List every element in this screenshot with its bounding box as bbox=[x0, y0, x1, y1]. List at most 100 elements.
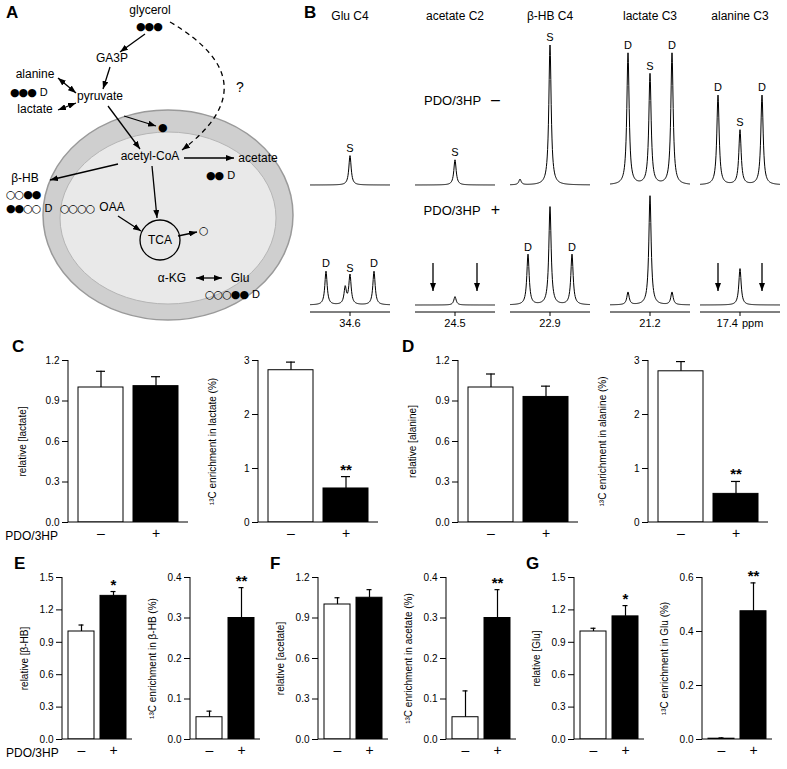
svg-text:relative [acetate]: relative [acetate] bbox=[275, 622, 286, 696]
svg-text:+: + bbox=[621, 742, 629, 758]
svg-text:0.9: 0.9 bbox=[552, 637, 566, 648]
svg-text:alanine C3: alanine C3 bbox=[711, 9, 769, 23]
svg-text:β-HB C4: β-HB C4 bbox=[527, 9, 574, 23]
svg-text:0.0: 0.0 bbox=[296, 734, 310, 745]
svg-text:–: – bbox=[334, 742, 342, 758]
svg-text:–: – bbox=[718, 742, 726, 758]
svg-text:0.9: 0.9 bbox=[46, 395, 60, 406]
svg-text:+: + bbox=[237, 742, 245, 758]
svg-text:¹³C enrichment in Glu (%): ¹³C enrichment in Glu (%) bbox=[659, 602, 670, 715]
svg-text:PDO/3HP+: PDO/3HP+ bbox=[424, 201, 500, 218]
svg-text:3: 3 bbox=[244, 355, 250, 366]
svg-text:D: D bbox=[714, 81, 722, 93]
svg-text:lactate: lactate bbox=[17, 102, 53, 116]
svg-text:0.3: 0.3 bbox=[436, 476, 450, 487]
svg-text:21.2: 21.2 bbox=[639, 317, 660, 329]
svg-text:1: 1 bbox=[244, 463, 250, 474]
svg-text:+: + bbox=[493, 742, 501, 758]
svg-text:1.2: 1.2 bbox=[552, 604, 566, 615]
svg-text:+: + bbox=[732, 525, 740, 541]
svg-text:A: A bbox=[6, 3, 18, 22]
svg-text:24.5: 24.5 bbox=[444, 317, 465, 329]
svg-text:S: S bbox=[546, 31, 553, 43]
svg-text:0.0: 0.0 bbox=[40, 734, 54, 745]
svg-text:–: – bbox=[462, 742, 470, 758]
svg-text:?: ? bbox=[236, 79, 244, 95]
svg-text:1.5: 1.5 bbox=[40, 572, 54, 583]
svg-text:acetate: acetate bbox=[238, 151, 278, 165]
svg-text:1.2: 1.2 bbox=[46, 355, 60, 366]
svg-text:–: – bbox=[97, 525, 105, 541]
svg-text:D: D bbox=[322, 257, 330, 269]
svg-text:S: S bbox=[346, 142, 353, 154]
svg-text:2: 2 bbox=[634, 409, 640, 420]
svg-text:0.4: 0.4 bbox=[424, 572, 438, 583]
svg-text:α-KG: α-KG bbox=[158, 271, 186, 285]
svg-text:PDO/3HP–: PDO/3HP– bbox=[424, 91, 500, 108]
svg-text:0.4: 0.4 bbox=[168, 572, 182, 583]
svg-text:S: S bbox=[736, 116, 743, 128]
svg-text:0.9: 0.9 bbox=[436, 395, 450, 406]
svg-text:○○○●●D: ○○○●●D bbox=[205, 288, 260, 301]
svg-text:0: 0 bbox=[634, 517, 640, 528]
svg-text:TCA: TCA bbox=[148, 233, 172, 247]
svg-text:D: D bbox=[568, 241, 576, 253]
svg-text:0.0: 0.0 bbox=[436, 517, 450, 528]
svg-text:¹³C enrichment in alanine (%): ¹³C enrichment in alanine (%) bbox=[597, 376, 608, 506]
svg-text:D: D bbox=[668, 39, 676, 51]
svg-text:–: – bbox=[287, 525, 295, 541]
svg-text:+: + bbox=[542, 525, 550, 541]
svg-text:+: + bbox=[749, 742, 757, 758]
svg-text:D: D bbox=[370, 257, 378, 269]
svg-text:+: + bbox=[109, 742, 117, 758]
svg-text:1.2: 1.2 bbox=[40, 604, 54, 615]
svg-text:**: ** bbox=[340, 461, 352, 478]
svg-text:acetate C2: acetate C2 bbox=[426, 9, 484, 23]
svg-text:relative [Glu]: relative [Glu] bbox=[531, 630, 542, 686]
svg-text:1.2: 1.2 bbox=[296, 572, 310, 583]
svg-text:¹³C enrichment in β-HB (%): ¹³C enrichment in β-HB (%) bbox=[147, 598, 158, 719]
svg-text:–: – bbox=[487, 525, 495, 541]
svg-text:○○●●: ○○●● bbox=[6, 188, 41, 201]
svg-text:17.4ppm: 17.4ppm bbox=[717, 317, 764, 329]
svg-text:●: ● bbox=[158, 121, 167, 134]
svg-text:1.5: 1.5 bbox=[552, 572, 566, 583]
svg-text:●●D: ●●D bbox=[206, 169, 235, 182]
svg-text:glycerol: glycerol bbox=[129, 3, 170, 17]
svg-text:acetyl-CoA: acetyl-CoA bbox=[121, 149, 180, 163]
svg-text:0.2: 0.2 bbox=[680, 680, 694, 691]
svg-text:●●●D: ●●●D bbox=[10, 86, 48, 99]
svg-text:0: 0 bbox=[244, 517, 250, 528]
svg-text:–: – bbox=[590, 742, 598, 758]
svg-text:–: – bbox=[206, 742, 214, 758]
svg-text:S: S bbox=[346, 262, 353, 274]
svg-text:22.9: 22.9 bbox=[539, 317, 560, 329]
svg-text:D: D bbox=[624, 39, 632, 51]
svg-text:pyruvate: pyruvate bbox=[77, 89, 123, 103]
svg-text:*: * bbox=[623, 590, 629, 607]
svg-text:0.3: 0.3 bbox=[296, 693, 310, 704]
svg-text:+: + bbox=[152, 525, 160, 541]
svg-text:0.4: 0.4 bbox=[680, 626, 694, 637]
svg-text:–: – bbox=[677, 525, 685, 541]
svg-text:**: ** bbox=[236, 572, 248, 589]
svg-text:+: + bbox=[365, 742, 373, 758]
svg-text:1: 1 bbox=[634, 463, 640, 474]
svg-text:○: ○ bbox=[199, 224, 208, 237]
svg-text:B: B bbox=[304, 3, 316, 22]
svg-text:0.6: 0.6 bbox=[436, 436, 450, 447]
svg-text:**: ** bbox=[748, 567, 760, 584]
svg-text:0.3: 0.3 bbox=[424, 612, 438, 623]
svg-text:0.0: 0.0 bbox=[680, 734, 694, 745]
svg-text:0.3: 0.3 bbox=[46, 476, 60, 487]
svg-text:0.0: 0.0 bbox=[168, 734, 182, 745]
svg-text:0.0: 0.0 bbox=[424, 734, 438, 745]
svg-text:●●●: ●●● bbox=[136, 20, 162, 33]
svg-text:●●○○D: ●●○○D bbox=[6, 202, 52, 215]
svg-text:Glu: Glu bbox=[231, 271, 250, 285]
svg-text:34.6: 34.6 bbox=[339, 317, 360, 329]
svg-text:0.6: 0.6 bbox=[40, 669, 54, 680]
svg-text:0.2: 0.2 bbox=[424, 653, 438, 664]
svg-text:0.1: 0.1 bbox=[168, 693, 182, 704]
svg-text:1.2: 1.2 bbox=[436, 355, 450, 366]
